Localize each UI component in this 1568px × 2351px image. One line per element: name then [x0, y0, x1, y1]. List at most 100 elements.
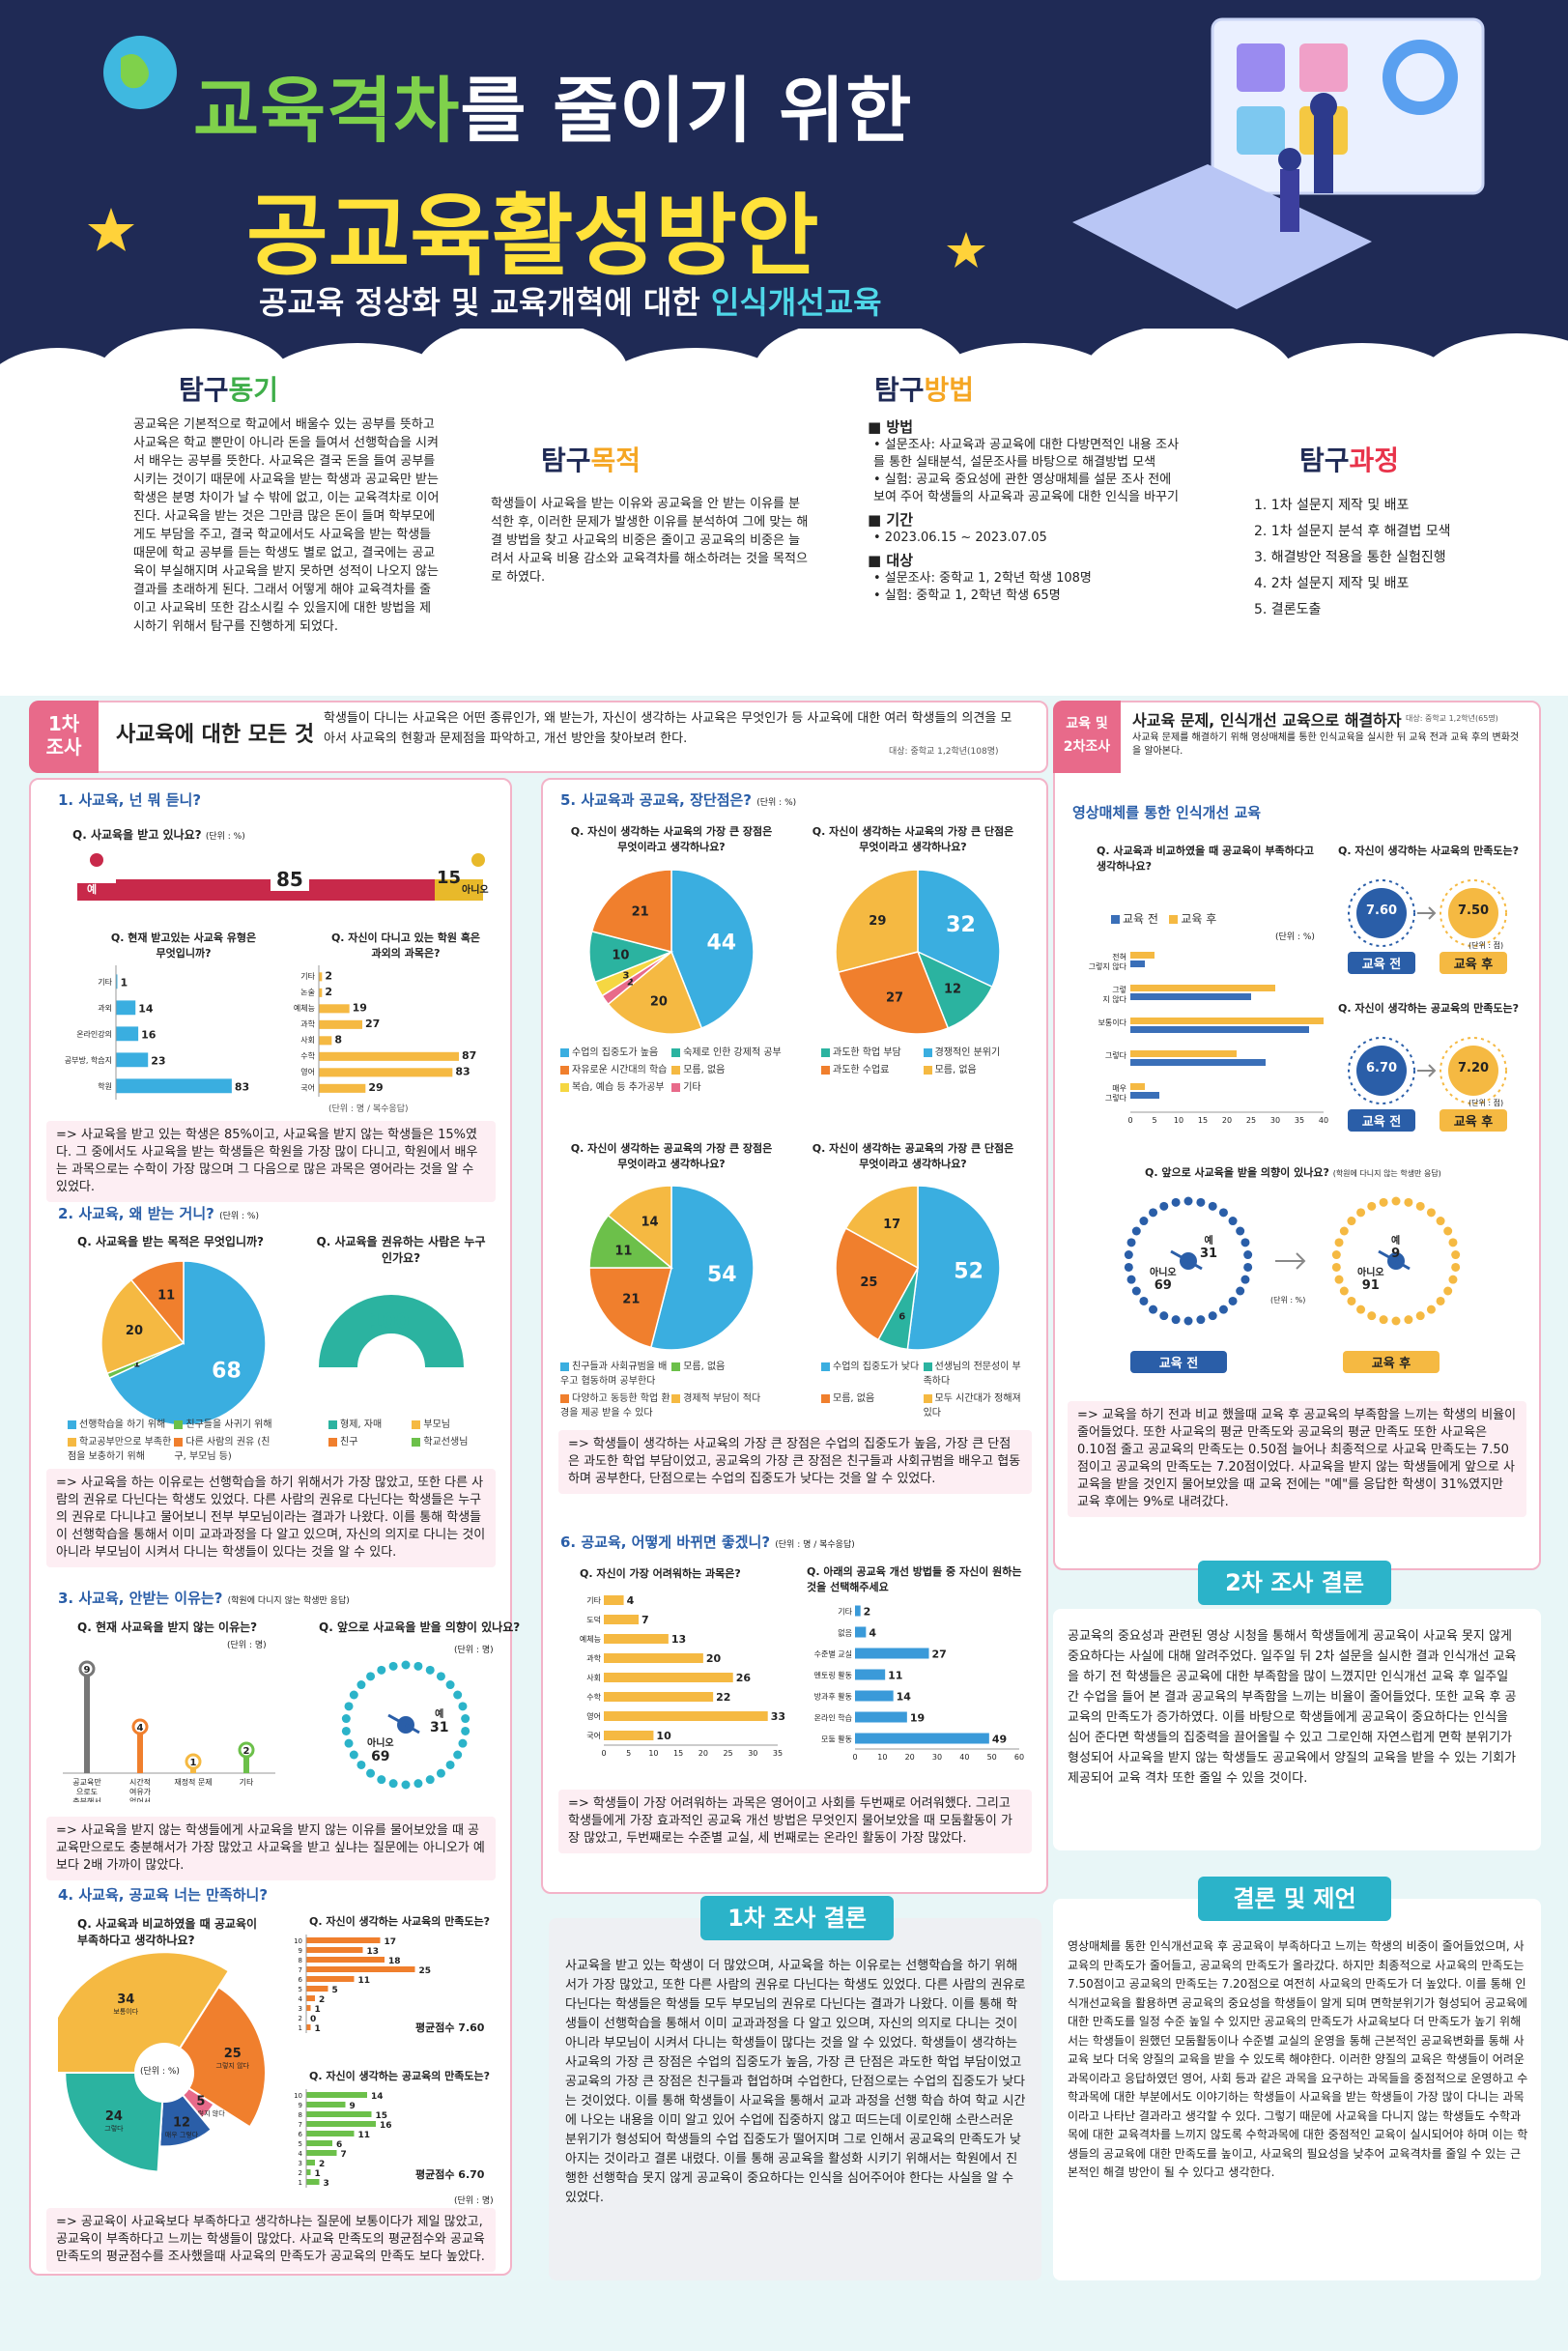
- ring-dot: [1379, 1197, 1388, 1207]
- bar-category-label: 방과후 활동: [814, 1691, 852, 1701]
- s5-p4-legend: 수업의 집중도가 낮다 선생님의 전문성이 부족하다모름, 없음 모두 시간대가 정…: [821, 1358, 1034, 1421]
- ring-dot: [1339, 1226, 1349, 1236]
- result1-title: 1차 조사 결론: [700, 1896, 894, 1940]
- pie-slice: [916, 950, 993, 1030]
- legend-label: 선행학습을 하기 위해: [79, 1419, 166, 1430]
- bar-value-label: 11: [888, 1669, 902, 1681]
- clock-hand: [1187, 1259, 1203, 1271]
- legend-entry: 숙제로 인한 강제적 공부: [671, 1044, 783, 1058]
- score-label: 1: [299, 2179, 302, 2187]
- bar: [319, 972, 323, 982]
- legend-label: 모름, 없음: [934, 1065, 977, 1075]
- pie-value-label: 17: [883, 1218, 900, 1232]
- legend-swatch: [68, 1437, 76, 1447]
- bar-category-label: 과학: [586, 1653, 601, 1663]
- legend-entry: 모두 시간대가 정해져 있다: [923, 1390, 1026, 1419]
- s1-yes-no-bar: [77, 853, 485, 901]
- s2-half-donut: [319, 1295, 464, 1367]
- legend-label: 과도한 수업료: [833, 1065, 890, 1075]
- tick-label: 10: [648, 1749, 658, 1758]
- bar-value-label: 4: [627, 1594, 635, 1607]
- s4-q1-unit: (단위 : %): [140, 2067, 180, 2077]
- s5-p3-legend: 친구들과 사회규범을 배우고 협동하며 공부한다 모름, 없음다양하고 동등한 학…: [560, 1358, 792, 1421]
- bar: [604, 1692, 714, 1702]
- ring-dot: [1208, 1311, 1217, 1321]
- ring-dot: [453, 1690, 463, 1700]
- lollipop-value: 1: [190, 1758, 197, 1768]
- bar-value-label: 13: [367, 1947, 380, 1957]
- bar-value-label: 1: [315, 2024, 321, 2034]
- bar-category-label: 없음: [838, 1628, 852, 1637]
- survey2-q4-after-no: 아니오 91: [1357, 1268, 1384, 1293]
- legend-swatch: [923, 1065, 932, 1075]
- score-label: 4: [299, 2150, 303, 2158]
- clock-hand: [387, 1713, 407, 1727]
- bar: [855, 1711, 907, 1723]
- legend-label: 모두 시간대가 정해져 있다: [923, 1393, 1021, 1419]
- bar: [306, 2024, 311, 2030]
- legend-label: 학교공부만으로 부족한 점을 보충하기 위해: [68, 1437, 172, 1462]
- motive-text: 공교육은 기본적으로 학교에서 배울수 있는 공부를 뜻하고 사교육은 학교 뿐…: [133, 417, 440, 634]
- legend-entry: 수업의 집중도가 높음: [560, 1044, 671, 1058]
- rose-value: 34: [117, 1993, 134, 2007]
- process-step: 2. 1차 설문지 분석 후 해결법 모색: [1254, 524, 1451, 539]
- legend-swatch: [560, 1082, 569, 1092]
- pie-value-label: 10: [612, 949, 629, 963]
- pie-value-label: 1: [133, 1359, 140, 1369]
- bar-value-label: 10: [656, 1730, 671, 1742]
- title-line1: 교육격차를 줄이기 위한: [193, 70, 913, 153]
- s3-lollipop-chart: 9 공교육만으로도 충분해서 4 시간적 여유가 없어서 1 재정적 문제 2 기타: [63, 1660, 275, 1802]
- bar-value-label: 87: [462, 1049, 476, 1062]
- survey2-q3-unit: (단위 : 점): [1468, 1099, 1504, 1107]
- ring-dot: [1334, 1275, 1344, 1284]
- s3-note: => 사교육을 받지 않는 학생들에게 사교육을 받지 않는 이유를 물어보았을…: [46, 1817, 496, 1880]
- intro-section: [0, 406, 1568, 696]
- pie-value-label: 21: [632, 905, 649, 920]
- method-item-line: • 2023.06.15 ~ 2023.07.05: [873, 530, 1047, 545]
- process-heading: 탐구과정: [1299, 444, 1400, 476]
- bar: [306, 1986, 328, 1992]
- s5-p1-legend: 수업의 집중도가 높음 숙제로 인한 강제적 공부자유로운 시간대의 학습 모름, …: [560, 1044, 792, 1096]
- bar-category-label: 수학: [300, 1050, 315, 1060]
- rose-slice: [178, 1985, 267, 2129]
- bar-category-label: 영어: [300, 1067, 315, 1076]
- bar-category-label: 사회: [586, 1674, 601, 1682]
- lollipop-value: 9: [84, 1665, 91, 1676]
- bar-category-label: 공부방, 학습지: [65, 1055, 112, 1065]
- bar: [855, 1690, 894, 1702]
- bar: [604, 1711, 768, 1721]
- ring-dot: [1347, 1217, 1356, 1226]
- ring-dot: [1436, 1217, 1445, 1226]
- ring-dot: [349, 1690, 358, 1700]
- purpose-text: 학생들이 사교육을 받는 이유와 공교육을 안 받는 이유를 분석한 후, 이러…: [491, 497, 809, 585]
- bar-value-label: 14: [897, 1690, 912, 1703]
- legend-swatch: [923, 1393, 932, 1403]
- bar-value-label: 19: [910, 1711, 925, 1724]
- bar-before: [1130, 993, 1251, 1000]
- rose-value: 24: [105, 2109, 123, 2124]
- bar: [306, 1957, 385, 1963]
- pie-value-label: 29: [869, 914, 886, 929]
- legend-entry: 모름, 없음: [671, 1358, 783, 1372]
- bar-category-label: 온라인 학습: [814, 1712, 852, 1722]
- ring-dot: [341, 1726, 351, 1735]
- survey2-q1: Q. 사교육과 비교하였을 때 공교육이 부족하다고 생각하나요?: [1097, 845, 1314, 873]
- ring-dot: [413, 1779, 423, 1789]
- tick-label: 5: [626, 1749, 631, 1758]
- ring-dot: [1243, 1250, 1253, 1260]
- bar: [319, 1004, 350, 1014]
- pie-value-label: 54: [707, 1263, 737, 1287]
- bar-value-label: 19: [353, 1002, 367, 1015]
- tick-label: 5: [1152, 1116, 1156, 1125]
- tick-label: 15: [1198, 1116, 1208, 1125]
- survey2-q3-after-label: 교육 후: [1440, 1109, 1507, 1132]
- legend-swatch: [68, 1419, 76, 1429]
- ring-dot: [413, 1661, 423, 1671]
- survey1-tag: 1차 조사: [29, 701, 99, 773]
- legend-swatch: [671, 1362, 681, 1371]
- lollipop-category: 시간적: [129, 1777, 151, 1787]
- person-icon: [471, 853, 485, 867]
- lollipop-head: [238, 1741, 255, 1759]
- bar-value-label: 15: [376, 2111, 388, 2121]
